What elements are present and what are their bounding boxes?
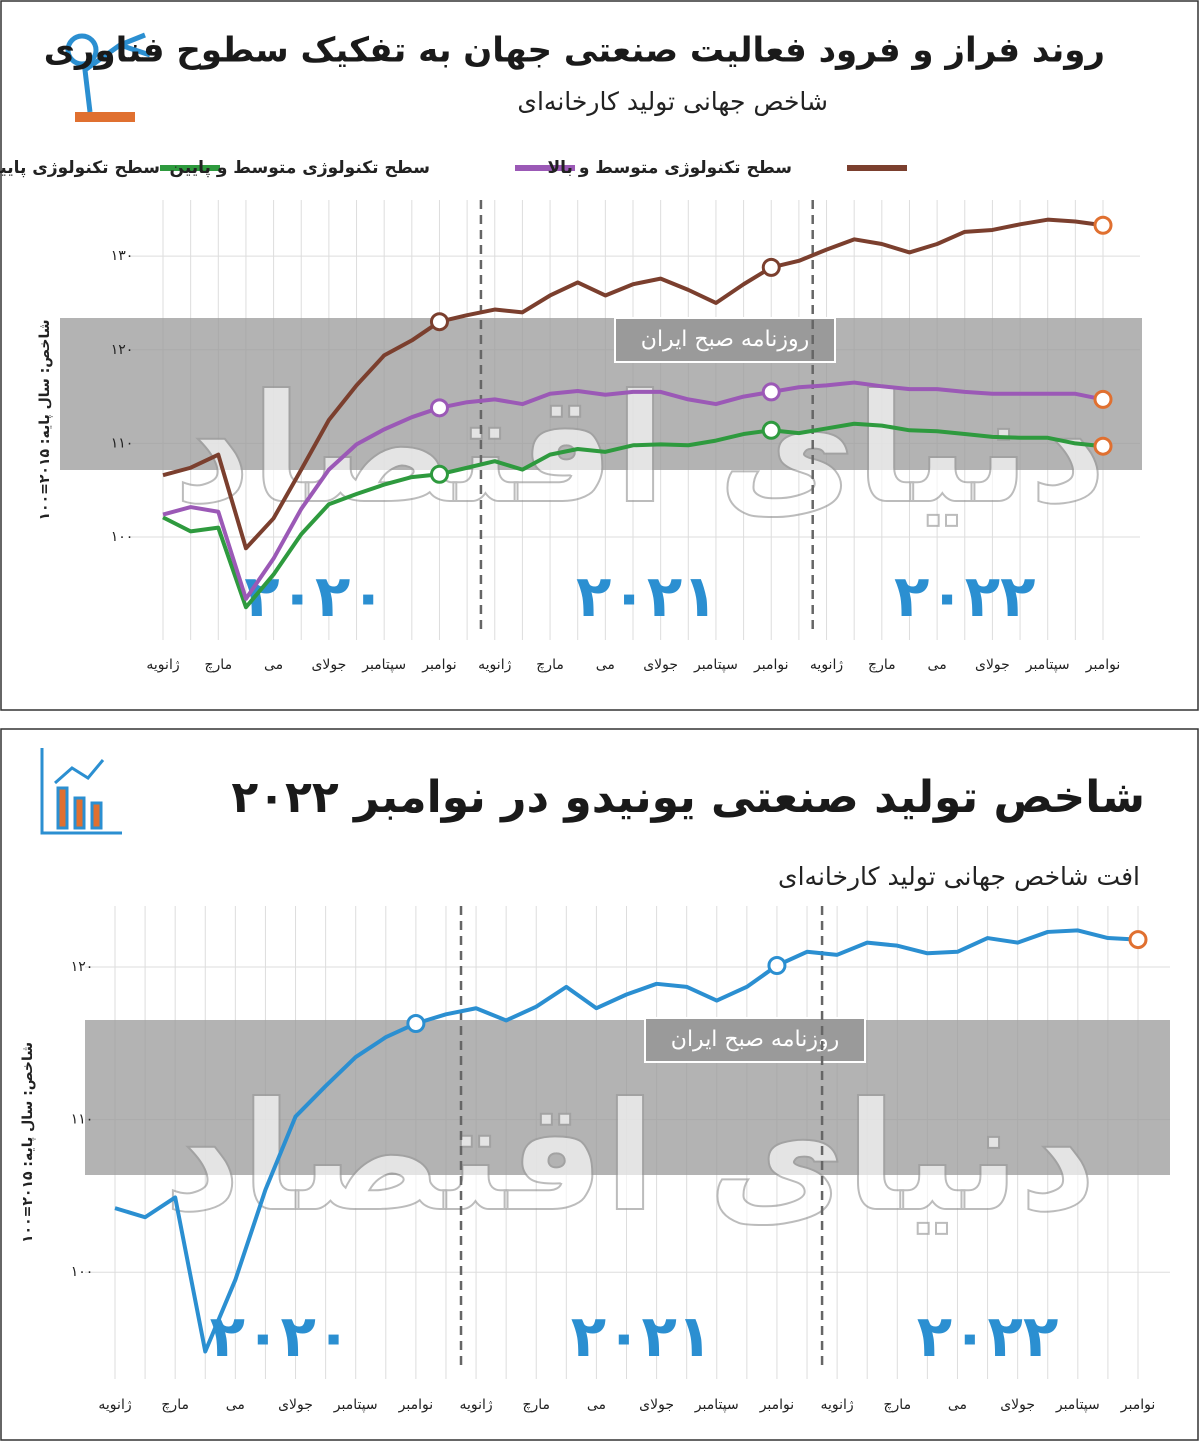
y-tick-label: ۱۱۰ — [111, 435, 134, 451]
x-tick-label: جولای — [278, 1397, 313, 1413]
shaded-band — [85, 1020, 1170, 1175]
watermark: روزنامه صبح ایران — [641, 327, 809, 352]
year-label: ۲۰۲۲ — [894, 562, 1036, 630]
x-tick-label: ژانویه — [459, 1397, 492, 1413]
legend-label: سطح تکنولوژی متوسط و پایین — [170, 158, 430, 178]
x-tick-label: سپتامبر — [1055, 1397, 1100, 1413]
y-tick-label: ۱۰۰ — [71, 1264, 94, 1280]
x-tick-label: سپتامبر — [694, 1397, 739, 1413]
chart-subtitle: افت شاخص جهانی تولید کارخانه‌ای — [778, 862, 1140, 892]
highlight-marker — [429, 312, 449, 332]
x-tick-label: جولای — [643, 657, 678, 673]
highlight-marker — [406, 1013, 426, 1033]
y-tick-label: ۱۳۰ — [111, 248, 134, 264]
y-axis-label: شاخص: سال پایه: ۲۰۱۵=۱۰۰ — [20, 1042, 36, 1243]
y-tick-label: ۱۲۰ — [111, 342, 134, 358]
highlight-marker — [1128, 930, 1148, 950]
x-tick-label: نوامبر — [753, 657, 788, 673]
watermark-box — [644, 1017, 866, 1063]
legend-label: سطح تکنولوژی پایین — [0, 158, 160, 178]
x-tick-label: مارچ — [868, 657, 896, 673]
x-tick-label: می — [264, 657, 283, 673]
x-tick-label: مارچ — [536, 657, 564, 673]
series-line — [162, 217, 1104, 551]
x-tick-label: مارچ — [205, 657, 233, 673]
highlight-marker — [761, 420, 781, 440]
x-tick-label: مارچ — [884, 1397, 912, 1413]
x-tick-label: سپتامبر — [693, 657, 738, 673]
watermark: دنیای اقتصاد — [164, 1071, 1097, 1245]
series-line — [162, 380, 1104, 601]
series-line — [162, 421, 1104, 610]
x-tick-label: می — [596, 657, 615, 673]
chart-panel: شاخص تولید صنعتی یونیدو در نوامبر ۲۰۲۲ ا… — [0, 728, 1199, 1441]
chart-panel: روند فراز و فرود فعالیت صنعتی جهان به تف… — [0, 0, 1199, 711]
x-tick-label: جولای — [639, 1397, 674, 1413]
watermark-box — [614, 317, 836, 363]
x-tick-label: ژانویه — [478, 657, 511, 673]
x-tick-label: می — [928, 657, 947, 673]
watermark: روزنامه صبح ایران — [671, 1027, 839, 1052]
x-tick-label: ژانویه — [98, 1397, 131, 1413]
chart-subtitle: شاخص جهانی تولید کارخانه‌ای — [517, 87, 828, 117]
x-tick-label: جولای — [1000, 1397, 1035, 1413]
x-tick-label: نوامبر — [1085, 657, 1120, 673]
year-label: ۲۰۲۱ — [571, 1302, 713, 1370]
x-tick-label: جولای — [311, 657, 346, 673]
x-tick-label: مارچ — [161, 1397, 189, 1413]
chart-icon — [40, 748, 122, 835]
x-tick-label: ژانویه — [821, 1397, 854, 1413]
highlight-marker — [1093, 215, 1113, 235]
x-tick-label: سپتامبر — [1025, 657, 1070, 673]
highlight-marker — [761, 257, 781, 277]
series-line — [114, 928, 1139, 1354]
year-label: ۲۰۲۰ — [244, 562, 386, 630]
x-tick-label: جولای — [975, 657, 1010, 673]
legend-label: سطح تکنولوژی متوسط و بالا — [547, 158, 792, 178]
year-label: ۲۰۲۰ — [210, 1302, 352, 1370]
x-tick-label: نوامبر — [759, 1397, 794, 1413]
y-axis-label: شاخص: سال پایه: ۲۰۱۵=۱۰۰ — [37, 319, 53, 520]
x-tick-label: می — [948, 1397, 967, 1413]
x-tick-label: سپتامبر — [361, 657, 406, 673]
x-tick-label: ژانویه — [810, 657, 843, 673]
highlight-marker — [1093, 436, 1113, 456]
x-tick-label: نوامبر — [421, 657, 456, 673]
highlight-marker — [429, 464, 449, 484]
robot-icon — [65, 32, 151, 122]
year-label: ۲۰۲۲ — [917, 1302, 1059, 1370]
y-tick-label: ۱۲۰ — [71, 959, 94, 975]
x-tick-label: می — [587, 1397, 606, 1413]
highlight-marker — [429, 398, 449, 418]
chart-title: روند فراز و فرود فعالیت صنعتی جهان به تف… — [44, 31, 1105, 71]
highlight-marker — [767, 956, 787, 976]
x-tick-label: ژانویه — [146, 657, 179, 673]
y-tick-label: ۱۰۰ — [111, 529, 134, 545]
year-label: ۲۰۲۱ — [576, 562, 718, 630]
y-tick-label: ۱۱۰ — [71, 1112, 94, 1128]
x-tick-label: سپتامبر — [333, 1397, 378, 1413]
x-tick-label: می — [226, 1397, 245, 1413]
x-tick-label: مارچ — [522, 1397, 550, 1413]
highlight-marker — [761, 382, 781, 402]
x-tick-label: نوامبر — [1120, 1397, 1155, 1413]
highlight-marker — [1093, 389, 1113, 409]
chart-title: شاخص تولید صنعتی یونیدو در نوامبر ۲۰۲۲ — [231, 772, 1145, 823]
x-tick-label: نوامبر — [398, 1397, 433, 1413]
